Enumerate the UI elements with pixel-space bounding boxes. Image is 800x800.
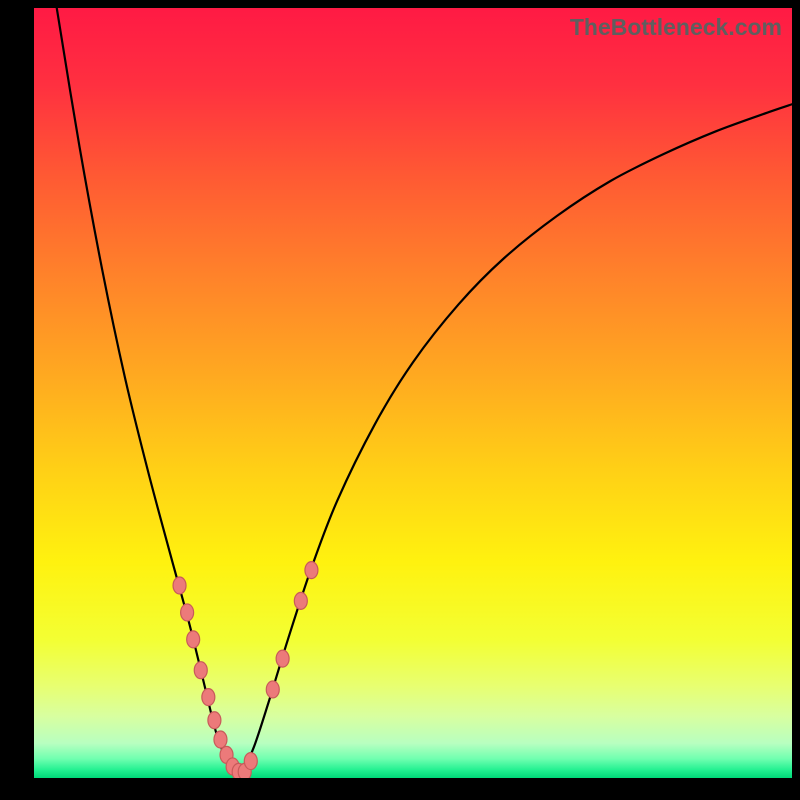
frame-border-bottom: [0, 778, 800, 800]
data-marker: [202, 689, 215, 706]
marker-group: [173, 562, 318, 778]
data-marker: [276, 650, 289, 667]
data-marker: [214, 731, 227, 748]
frame-border-right: [792, 0, 800, 800]
watermark-text: TheBottleneck.com: [570, 14, 782, 41]
data-marker: [208, 712, 221, 729]
bottleneck-curve: [57, 8, 792, 776]
chart-svg-layer: [34, 8, 792, 778]
data-marker: [244, 753, 257, 770]
data-marker: [181, 604, 194, 621]
plot-area: TheBottleneck.com: [34, 8, 792, 778]
data-marker: [187, 631, 200, 648]
frame-border-left: [0, 0, 34, 800]
data-marker: [266, 681, 279, 698]
data-marker: [294, 592, 307, 609]
data-marker: [173, 577, 186, 594]
data-marker: [305, 562, 318, 579]
frame-border-top: [0, 0, 800, 8]
data-marker: [194, 662, 207, 679]
